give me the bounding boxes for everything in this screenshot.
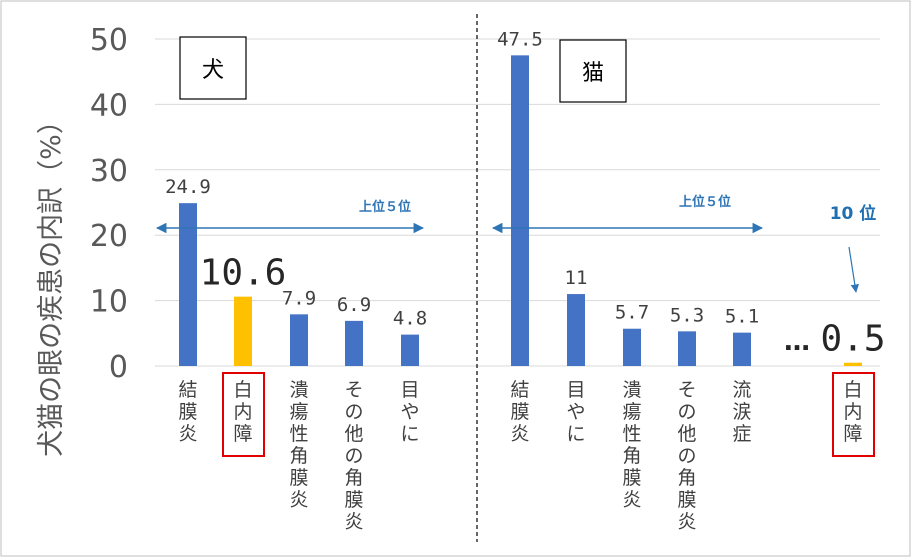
cat-value-label: 47.5: [497, 28, 543, 50]
dog-title-box: [179, 36, 247, 100]
y-axis-label: 犬猫の眼の疾患の内訳（%）: [36, 107, 67, 457]
cat-cataract-highlight-box: [832, 372, 875, 457]
cat-rank-arrow: [848, 246, 859, 293]
y-tick-label: 50: [90, 23, 128, 58]
dog-value-label: 6.9: [337, 294, 371, 316]
dog-category-label: 目やに: [400, 379, 419, 445]
cat-bar: [511, 55, 529, 366]
y-axis-ticks: 0 10 20 30 40 50: [90, 23, 128, 385]
y-tick-label: 30: [90, 154, 128, 189]
cat-ellipsis: …: [784, 327, 810, 357]
cat-rank-label: 10 位: [830, 203, 877, 224]
dog-bar: [290, 314, 308, 366]
cat-title: 猫: [582, 61, 604, 86]
cat-value-label: 11: [565, 267, 588, 289]
cat-bar: [844, 362, 862, 366]
y-tick-label: 0: [109, 350, 128, 385]
dog-bar: [345, 320, 363, 366]
dog-bar: [401, 334, 419, 366]
cat-value-label: 5.1: [725, 306, 759, 328]
bars: [179, 55, 862, 366]
cat-value-label: 5.3: [670, 304, 704, 326]
cat-category-label: 目やに: [566, 379, 585, 445]
cat-bar: [567, 294, 585, 366]
cat-title-box: [559, 39, 627, 103]
cat-category-label: 潰瘍性角膜炎: [622, 379, 641, 511]
cat-bar: [678, 331, 696, 366]
cat-category-label: 結膜炎: [510, 379, 529, 445]
value-labels: 24.9 10.67.9 6.9 4.8 47.5 11 5.7 5.3 5.1 0.5: [165, 28, 885, 359]
cat-category-label: 白内障: [843, 379, 862, 445]
dog-value-label: 7.9: [282, 287, 316, 309]
y-tick-label: 20: [90, 219, 128, 254]
y-tick-label: 10: [90, 285, 128, 320]
cat-top5-label: 上位５位: [679, 194, 731, 210]
dog-category-label: 潰瘍性角膜炎: [289, 379, 308, 511]
dog-value-label: 4.8: [393, 308, 427, 330]
cat-category-label: 流涙症: [732, 379, 751, 445]
dog-value-label: 10.6: [200, 253, 287, 294]
dog-category-label: 白内障: [233, 379, 252, 445]
cat-category-label: その他の角膜炎: [677, 379, 696, 533]
cat-value-label: 5.7: [615, 302, 649, 324]
dog-bar: [179, 203, 197, 366]
dog-cataract-highlight-box: [222, 372, 265, 457]
dog-category-label: その他の角膜炎: [344, 379, 363, 533]
dog-bar: [234, 296, 252, 366]
y-tick-label: 40: [90, 88, 128, 123]
category-labels: 結膜炎 白内障 潰瘍性角膜炎 その他の角膜炎 目やに 結膜炎 目やに 潰瘍性角膜炎 その他の角膜…: [178, 379, 862, 533]
cat-bar: [623, 328, 641, 366]
dog-category-label: 結膜炎: [178, 379, 197, 445]
dog-value-label: 24.9: [165, 176, 211, 198]
dog-top5-label: 上位５位: [359, 199, 411, 215]
dog-title: 犬: [202, 58, 224, 83]
cat-value-label: 0.5: [820, 319, 885, 360]
cat-bar: [733, 332, 751, 366]
